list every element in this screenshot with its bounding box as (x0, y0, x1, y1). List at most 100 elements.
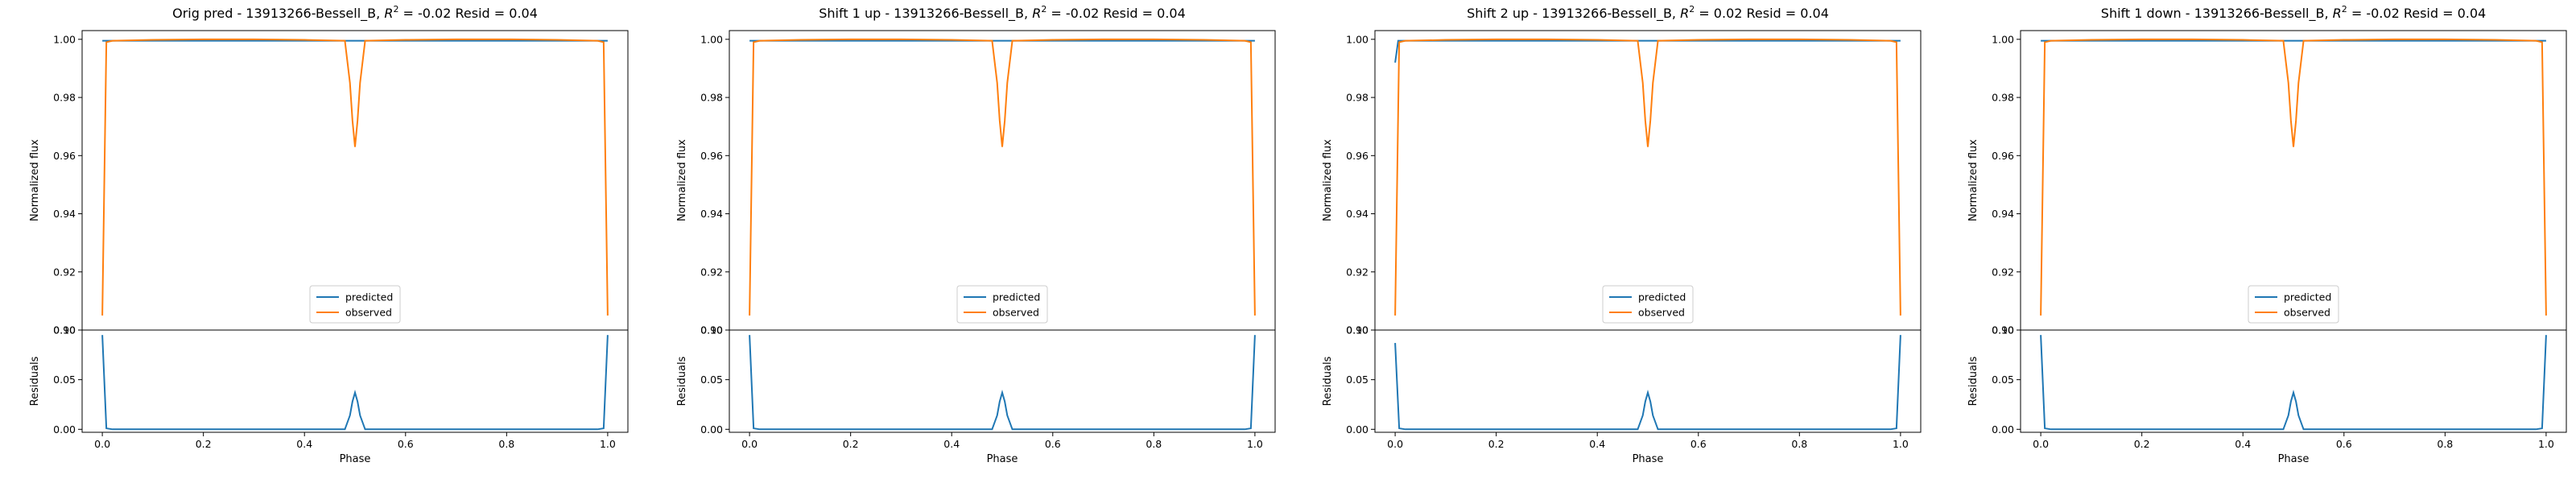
panel-2: Shift 1 up - 13913266-Bessell_B, R2 = -0… (676, 4, 1276, 465)
title-suffix: = -0.02 Resid = 0.04 (1046, 6, 1185, 21)
legend-observed-label: observed (2284, 307, 2330, 319)
residual-axes-frame (1374, 329, 1922, 433)
series-residual-line (2040, 335, 2547, 431)
flux-y-tick-label: 0.98 (1346, 92, 1368, 104)
legend-observed-label: observed (345, 307, 392, 319)
legend-box (956, 285, 1048, 324)
title-prefix: Shift 1 down - 13913266-Bessell_B, (2101, 6, 2333, 22)
residual-axes-frame (729, 329, 1276, 433)
panel-1: Orig pred - 13913266-Bessell_B, R2 = -0.… (29, 4, 629, 465)
flux-y-tick-label: 0.90 (1346, 324, 1368, 336)
residual-y-tick-label: 0.00 (1346, 423, 1368, 436)
title-suffix: = -0.02 Resid = 0.04 (398, 6, 537, 21)
title-prefix: Shift 2 up - 13913266-Bessell_B, (1467, 6, 1680, 22)
residual-axes-frame (2020, 329, 2567, 433)
x-tick-label: 1.0 (2538, 438, 2554, 450)
flux-axes-frame (81, 30, 629, 331)
flux-y-axis-label: Normalized flux (1322, 139, 1334, 221)
series-residual-line (749, 335, 1256, 431)
flux-y-tick-label: 0.90 (53, 324, 76, 336)
x-tick-label: 0.4 (296, 438, 312, 450)
residual-y-tick-label: 0.10 (53, 324, 76, 336)
flux-y-tick-label: 0.94 (1992, 208, 2014, 220)
x-tick-label: 0.2 (1488, 438, 1505, 450)
flux-y-tick-label: 0.96 (53, 150, 76, 162)
series-residual-line (101, 335, 609, 431)
x-tick-label: 0.6 (2336, 438, 2352, 450)
x-tick-label: 1.0 (600, 438, 616, 450)
x-axis-label: Phase (1633, 453, 1664, 465)
x-tick-label: 0.0 (741, 438, 758, 450)
series-observed-line (101, 38, 609, 316)
flux-axes-frame (729, 30, 1276, 331)
flux-y-tick-label: 0.96 (1346, 150, 1368, 162)
x-tick-label: 1.0 (1247, 438, 1263, 450)
x-tick-label: 0.8 (498, 438, 514, 450)
residual-axes-frame (81, 329, 629, 433)
flux-y-tick-label: 0.96 (1992, 150, 2014, 162)
title-r2: R (384, 6, 393, 21)
title-r2-superscript: 2 (393, 4, 398, 14)
x-axis-label: Phase (340, 453, 371, 465)
panel-title: Shift 1 down - 13913266-Bessell_B, R2 = … (2101, 4, 2486, 22)
panel-title: Shift 1 up - 13913266-Bessell_B, R2 = -0… (819, 4, 1186, 22)
flux-y-tick-label: 0.92 (1346, 266, 1368, 278)
panel-4: Shift 1 down - 13913266-Bessell_B, R2 = … (1967, 4, 2567, 465)
x-tick-label: 0.8 (1146, 438, 1162, 450)
x-axis-label: Phase (987, 453, 1018, 465)
title-suffix: = -0.02 Resid = 0.04 (2347, 6, 2486, 21)
x-tick-label: 0.2 (843, 438, 859, 450)
title-r2: R (2333, 6, 2342, 21)
flux-y-tick-label: 1.00 (1992, 33, 2014, 45)
residual-y-tick-label: 0.05 (1346, 374, 1368, 386)
x-tick-label: 0.8 (2437, 438, 2453, 450)
title-r2-superscript: 2 (1041, 4, 1046, 14)
x-tick-label: 0.6 (1045, 438, 1061, 450)
flux-y-tick-label: 0.94 (700, 208, 723, 220)
residual-y-tick-label: 0.05 (1992, 374, 2014, 386)
x-tick-label: 1.0 (1893, 438, 1909, 450)
series-observed-line (749, 38, 1256, 316)
x-tick-label: 0.4 (1589, 438, 1605, 450)
title-r2: R (1032, 6, 1041, 21)
legend-box (2248, 285, 2339, 324)
title-r2: R (1680, 6, 1689, 21)
flux-y-tick-label: 0.96 (700, 150, 723, 162)
panel-title: Shift 2 up - 13913266-Bessell_B, R2 = 0.… (1467, 4, 1829, 22)
legend-box (309, 285, 401, 324)
flux-y-tick-label: 0.90 (1992, 324, 2014, 336)
x-tick-label: 0.2 (2134, 438, 2150, 450)
flux-y-tick-label: 0.98 (700, 92, 723, 104)
legend-observed-label: observed (1638, 307, 1685, 319)
legend-predicted-label: predicted (1638, 291, 1686, 303)
title-suffix: = 0.02 Resid = 0.04 (1695, 6, 1829, 21)
residual-y-tick-label: 0.05 (53, 374, 76, 386)
residual-y-axis-label: Residuals (29, 356, 41, 406)
flux-y-tick-label: 0.92 (53, 266, 76, 278)
title-r2-superscript: 2 (1689, 4, 1695, 14)
residual-y-tick-label: 0.05 (700, 374, 723, 386)
legend-predicted-label: predicted (993, 291, 1040, 303)
title-r2-superscript: 2 (2342, 4, 2347, 14)
x-tick-label: 0.0 (1387, 438, 1403, 450)
x-tick-label: 0.0 (94, 438, 110, 450)
flux-y-tick-label: 0.98 (1992, 92, 2014, 104)
x-tick-label: 0.0 (2033, 438, 2049, 450)
legend-predicted-label: predicted (345, 291, 393, 303)
series-observed-line (1394, 38, 1901, 316)
series-observed-line (2040, 38, 2547, 316)
legend-observed-label: observed (993, 307, 1039, 319)
x-axis-label: Phase (2278, 453, 2310, 465)
flux-y-tick-label: 0.98 (53, 92, 76, 104)
title-prefix: Orig pred - 13913266-Bessell_B, (172, 6, 384, 22)
panel-title: Orig pred - 13913266-Bessell_B, R2 = -0.… (172, 4, 538, 22)
x-tick-label: 0.4 (2235, 438, 2251, 450)
legend-predicted-label: predicted (2284, 291, 2331, 303)
title-prefix: Shift 1 up - 13913266-Bessell_B, (819, 6, 1032, 22)
flux-y-tick-label: 0.92 (700, 266, 723, 278)
x-tick-label: 0.6 (398, 438, 414, 450)
flux-axes-frame (2020, 30, 2567, 331)
flux-y-tick-label: 0.94 (53, 208, 76, 220)
flux-y-tick-label: 0.94 (1346, 208, 1368, 220)
